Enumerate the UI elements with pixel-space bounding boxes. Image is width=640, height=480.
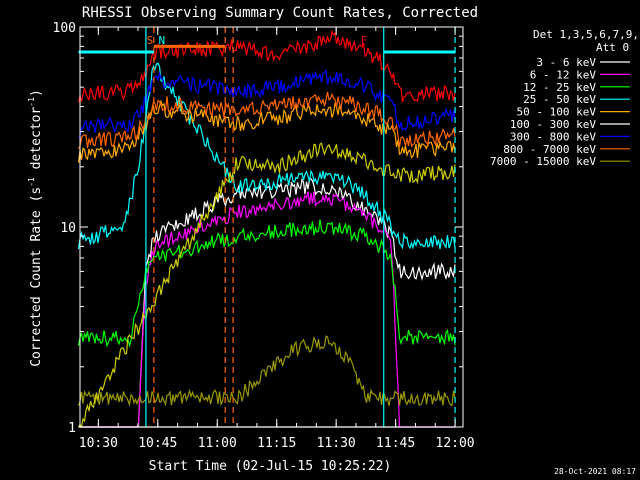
series-line-3 — [77, 62, 456, 250]
series-line-1 — [78, 191, 455, 428]
x-tick-label: 12:00 — [436, 436, 475, 451]
legend-label: 300 - 800 keV — [510, 130, 596, 143]
legend-label: 3 - 6 keV — [536, 56, 596, 69]
y-axis-label-end: ) — [29, 89, 44, 97]
series-line-2 — [77, 219, 456, 348]
timestamp: 28-Oct-2021 08:17 — [554, 467, 636, 476]
series-line-6 — [78, 69, 456, 138]
annotation-n: N — [158, 34, 165, 47]
y-axis-label-sup2: -1 — [27, 97, 36, 107]
chart-title: RHESSI Observing Summary Count Rates, Co… — [82, 5, 478, 21]
series-line-7 — [77, 91, 456, 150]
series-layer — [77, 29, 456, 429]
x-tick-label: 11:30 — [317, 436, 356, 451]
x-tick-label: 11:45 — [376, 436, 415, 451]
y-axis-label-sup1: -1 — [27, 177, 36, 187]
legend-header-1: Det 1,3,5,6,7,9, — [533, 28, 639, 41]
legend-header-2: Att 0 — [596, 41, 629, 54]
series-line-4 — [77, 99, 456, 163]
legend-label: 800 - 7000 keV — [503, 143, 596, 156]
x-tick-label: 10:45 — [138, 436, 177, 451]
x-axis-label: Start Time (02-Jul-15 10:25:22) — [149, 459, 392, 474]
y-tick-label: 10 — [60, 221, 76, 236]
x-tick-label: 10:30 — [79, 436, 118, 451]
legend-label: 25 - 50 keV — [523, 93, 596, 106]
x-tick-label: 11:15 — [257, 436, 296, 451]
y-axis-label-main: Corrected Count Rate (s — [29, 187, 44, 367]
y-axis-label: Corrected Count Rate (s-1 detector-1) — [27, 89, 44, 367]
legend-label: 6 - 12 keV — [530, 68, 597, 81]
series-line-9 — [77, 29, 456, 103]
y-tick-label: 100 — [53, 21, 76, 36]
axis-layer: 1 10 100 10:30 10:45 11:00 11:15 11:30 11:45 12:0… — [53, 21, 475, 451]
series-line-8 — [77, 335, 456, 407]
legend-label: 7000 - 15000 keV — [490, 155, 596, 168]
x-tick-label: 11:00 — [198, 436, 237, 451]
legend-label: 100 - 300 keV — [510, 118, 596, 131]
annotation-f: F — [361, 34, 368, 47]
y-axis-label-mid: detector — [29, 107, 44, 178]
legend-label: 50 - 100 keV — [517, 106, 597, 119]
y-tick-label: 1 — [68, 421, 76, 436]
annotation-s: S — [147, 34, 154, 47]
series-line-10 — [77, 142, 456, 429]
legend-label: 12 - 25 keV — [523, 81, 596, 94]
